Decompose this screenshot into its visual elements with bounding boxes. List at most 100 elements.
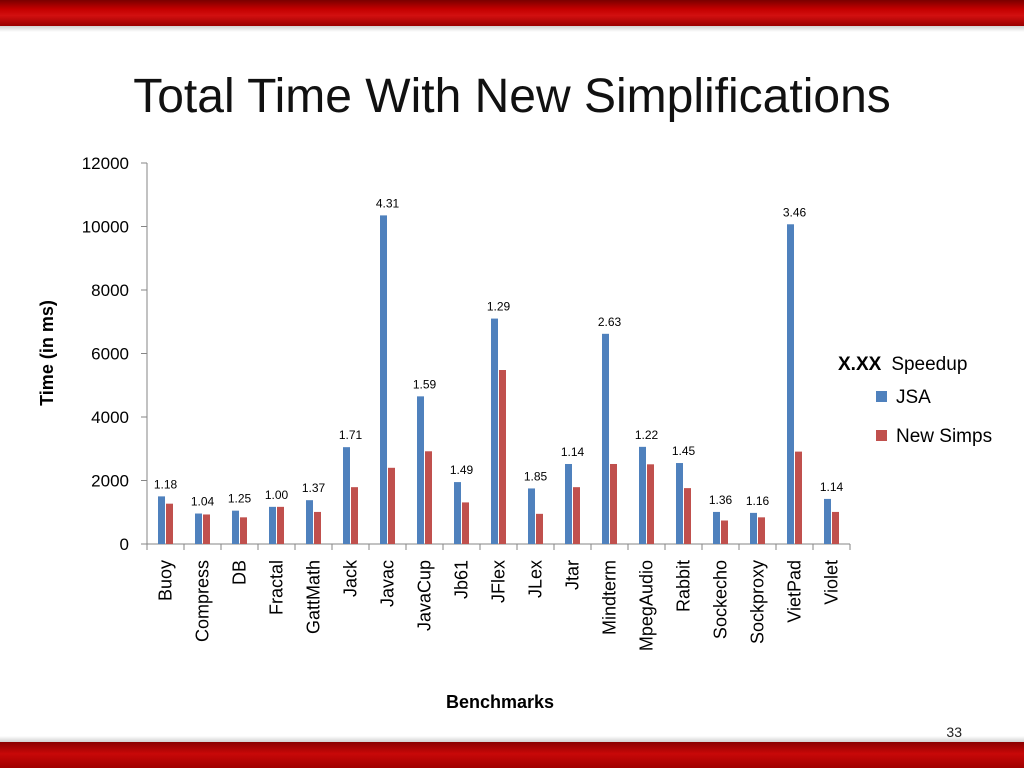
bar-jsa xyxy=(158,496,165,544)
x-category-label: JLex xyxy=(526,560,546,598)
speedup-label: 1.85 xyxy=(524,469,548,483)
speedup-label: 1.14 xyxy=(561,445,585,459)
bar-new-simps xyxy=(388,467,395,544)
speedup-label: 1.04 xyxy=(191,495,215,509)
bar-jsa xyxy=(491,318,498,544)
x-category-label: Violet xyxy=(822,560,842,605)
bar-new-simps xyxy=(647,464,654,544)
speedup-label: 4.31 xyxy=(376,196,400,210)
x-category-label: Jb61 xyxy=(452,560,472,599)
bottom-band-shadow xyxy=(0,736,1024,742)
x-category-label: JFlex xyxy=(489,560,509,603)
x-category-label: GattMath xyxy=(304,560,324,634)
bar-new-simps xyxy=(240,517,247,544)
x-category-label: Sockproxy xyxy=(748,560,768,644)
bar-jsa xyxy=(195,513,202,544)
x-category-label: Mindterm xyxy=(600,560,620,635)
bar-new-simps xyxy=(536,513,543,544)
y-tick-label: 12000 xyxy=(82,154,129,173)
bar-new-simps xyxy=(499,370,506,544)
bar-jsa xyxy=(565,463,572,544)
x-category-label: JavaCup xyxy=(415,560,435,631)
bar-jsa xyxy=(306,500,313,544)
bar-jsa xyxy=(528,488,535,544)
bar-new-simps xyxy=(610,463,617,544)
speedup-label: 1.14 xyxy=(820,480,844,494)
speedup-label: 1.22 xyxy=(635,428,659,442)
chart-axes: 0 2000 4000 6000 8000 10000 12000 Buoy Compress D… xyxy=(37,154,851,712)
legend-new-simps-label: New Simps xyxy=(896,426,992,447)
x-category-label: DB xyxy=(230,560,250,585)
bar-jsa xyxy=(269,506,276,544)
bar-new-simps xyxy=(721,520,728,544)
y-tick-label: 2000 xyxy=(91,472,129,491)
chart-bars xyxy=(158,215,839,544)
bar-new-simps xyxy=(684,488,691,544)
bar-jsa xyxy=(713,511,720,544)
bar-jsa xyxy=(343,447,350,544)
top-band xyxy=(0,0,1024,26)
speedup-label: 1.59 xyxy=(413,377,437,391)
speedup-label: 2.63 xyxy=(598,315,622,329)
speedup-label: 1.45 xyxy=(672,444,696,458)
bar-new-simps xyxy=(351,487,358,544)
bar-jsa xyxy=(380,215,387,544)
legend-speedup-text: Speedup xyxy=(891,354,967,375)
x-category-label: Jack xyxy=(341,559,361,597)
bar-new-simps xyxy=(795,451,802,544)
bar-new-simps xyxy=(166,503,173,544)
bar-jsa xyxy=(602,333,609,544)
legend-speedup-marker: X.XX xyxy=(838,354,882,375)
y-tick-label: 0 xyxy=(120,535,129,554)
x-category-label: VietPad xyxy=(785,560,805,623)
speedup-label: 1.29 xyxy=(487,300,511,314)
bar-jsa xyxy=(787,224,794,544)
legend-new-simps-swatch xyxy=(876,430,887,441)
x-category-label: Rabbit xyxy=(674,560,694,612)
legend-speedup-note: X.XX Speedup xyxy=(838,354,967,375)
x-category-label: MpegAudio xyxy=(637,560,657,651)
y-tick-label: 10000 xyxy=(82,218,129,237)
bottom-band xyxy=(0,742,1024,768)
bar-new-simps xyxy=(425,451,432,544)
chart-legend: X.XX Speedup JSA New Simps xyxy=(838,354,992,447)
y-tick-label: 8000 xyxy=(91,281,129,300)
bar-new-simps xyxy=(573,487,580,544)
speedup-label: 1.00 xyxy=(265,488,289,502)
legend-jsa-swatch xyxy=(876,391,887,402)
bar-jsa xyxy=(750,512,757,544)
bar-new-simps xyxy=(462,502,469,544)
bar-new-simps xyxy=(832,511,839,544)
speedup-label: 1.36 xyxy=(709,493,733,507)
bar-jsa xyxy=(454,482,461,544)
x-category-label: Javac xyxy=(378,560,398,607)
x-category-label: Buoy xyxy=(156,560,176,601)
x-category-label: Jtar xyxy=(563,560,583,590)
bar-new-simps xyxy=(277,506,284,544)
y-axis-title: Time (in ms) xyxy=(37,300,57,406)
x-category-label: Sockecho xyxy=(711,560,731,639)
speedup-label: 1.16 xyxy=(746,494,770,508)
legend-jsa-label: JSA xyxy=(896,387,931,408)
bar-new-simps xyxy=(758,517,765,544)
bar-new-simps xyxy=(314,511,321,544)
y-tick-label: 6000 xyxy=(91,345,129,364)
slide-title: Total Time With New Simplifications xyxy=(133,70,891,123)
bar-jsa xyxy=(676,463,683,544)
page-number: 33 xyxy=(946,724,962,740)
top-band-shadow xyxy=(0,26,1024,32)
bar-jsa xyxy=(824,498,831,544)
speedup-label: 1.71 xyxy=(339,428,363,442)
speedup-label: 1.25 xyxy=(228,492,252,506)
chart-labels: 1.18 1.04 1.25 1.00 1.37 1.71 4.31 1.59 1.49 1.29… xyxy=(154,196,844,508)
x-axis-title: Benchmarks xyxy=(446,692,554,712)
speedup-label: 3.46 xyxy=(783,205,807,219)
bar-jsa xyxy=(232,510,239,544)
speedup-label: 1.49 xyxy=(450,463,474,477)
speedup-label: 1.18 xyxy=(154,477,178,491)
x-category-label: Compress xyxy=(193,560,213,642)
speedup-label: 1.37 xyxy=(302,481,326,495)
x-category-label: Fractal xyxy=(267,560,287,615)
bar-jsa xyxy=(417,396,424,544)
